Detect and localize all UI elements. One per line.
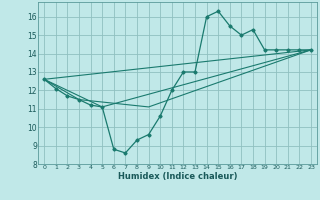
X-axis label: Humidex (Indice chaleur): Humidex (Indice chaleur) xyxy=(118,172,237,181)
